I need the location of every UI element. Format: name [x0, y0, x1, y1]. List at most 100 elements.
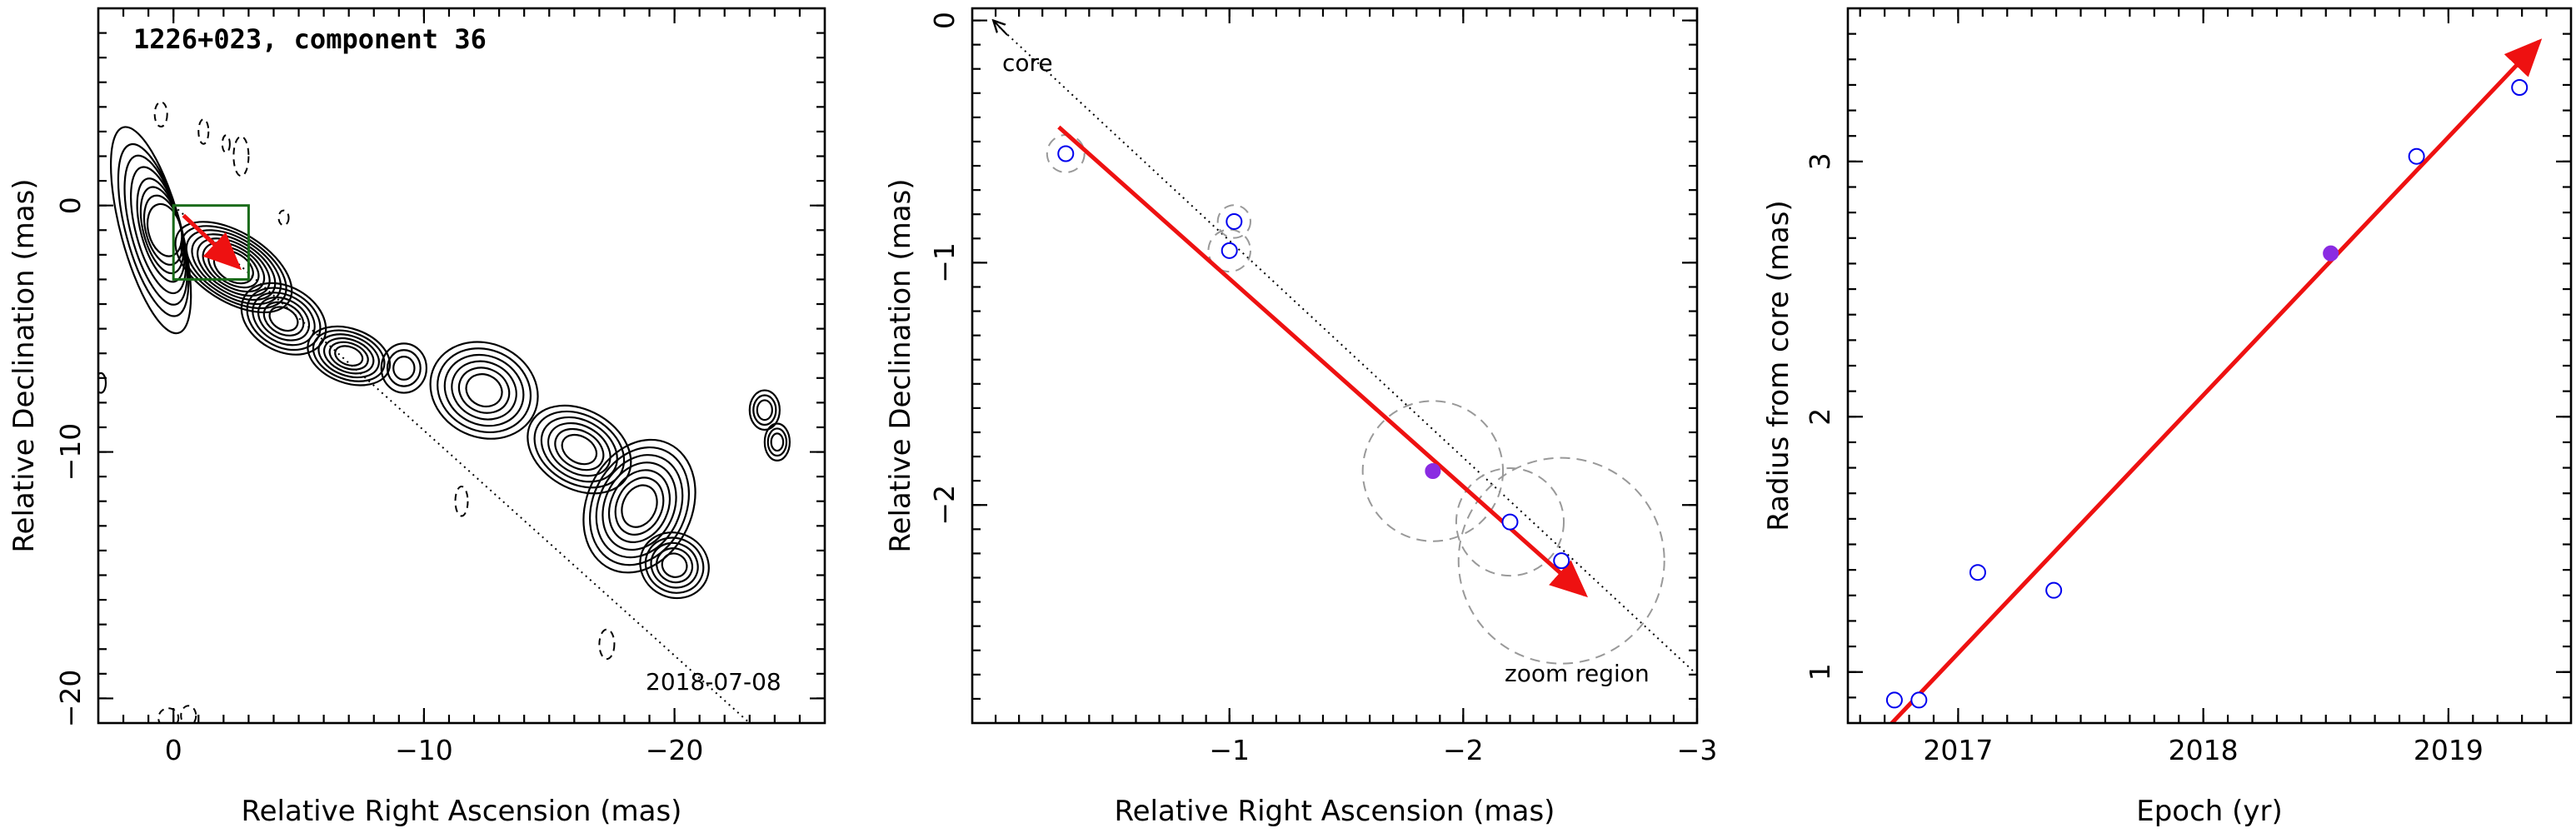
negative-contour [221, 134, 231, 154]
jet-knot-contour [257, 296, 311, 342]
negative-contour [598, 628, 616, 661]
y-axis-label-2: Relative Declination (mas) [884, 178, 917, 552]
jet-knot-contour [582, 438, 696, 574]
radius-data-point [1885, 691, 1903, 709]
core-annotation: core [1002, 49, 1053, 77]
zoom-region-annotation: zoom region [1505, 660, 1650, 687]
radius-data-point [1969, 564, 1986, 581]
jet-knot-contour [540, 416, 618, 483]
radius-data-point [2045, 581, 2063, 599]
jet-knot-contour [621, 484, 658, 528]
jet-contours [98, 101, 791, 723]
isolated-contour [748, 389, 781, 431]
x-tick-label: 2019 [2414, 734, 2484, 766]
x-tick-label: −2 [1443, 734, 1484, 766]
jet-knot-contour [380, 342, 428, 394]
edge-contour [98, 372, 107, 394]
jet-knot-contour [246, 287, 322, 352]
y-tick-label: −2 [928, 485, 961, 526]
inner-jet-contour [202, 242, 266, 293]
jet-knot-contour [317, 333, 380, 379]
linear-fit-arrow [1889, 38, 2543, 723]
jet-knot-contour [588, 446, 691, 566]
jet-knot-contour [644, 536, 705, 594]
core-direction-line [172, 204, 751, 723]
epoch-position-point [1221, 242, 1238, 259]
jet-knot-contour [307, 325, 392, 387]
uncertainty-circle [1457, 456, 1665, 665]
jet-knot-contour [527, 404, 632, 495]
x-tick-label: −20 [646, 734, 704, 766]
negative-contour [157, 707, 180, 723]
jet-knot-contour [451, 360, 517, 421]
x-axis-label-3: Epoch (yr) [2136, 795, 2283, 828]
uncertainty-circle [1455, 467, 1565, 577]
map-title: 1226+023, component 36 [133, 23, 487, 55]
y-tick-label: 2 [1804, 408, 1836, 426]
motion-vector-arrow [1057, 125, 1589, 598]
core-direction-line [993, 21, 1697, 676]
jet-knot-contour [457, 367, 511, 414]
x-tick-label: −3 [1677, 734, 1718, 766]
jet-knot-contour [328, 341, 369, 371]
current-epoch-point [1425, 463, 1441, 480]
uncertainty-circle [1207, 228, 1251, 273]
jet-knot-contour [650, 541, 699, 589]
x-axis-label-2: Relative Right Ascension (mas) [1115, 795, 1555, 828]
negative-contour [197, 118, 210, 145]
x-tick-label: 2018 [2169, 734, 2239, 766]
y-tick-label: −10 [54, 423, 87, 481]
y-tick-label: 0 [928, 12, 961, 29]
epoch-date-label: 2018-07-08 [646, 668, 781, 696]
y-axis-label-1: Relative Declination (mas) [7, 178, 41, 552]
negative-contour [232, 135, 250, 177]
isolated-contour [770, 432, 785, 452]
jet-knot-contour [547, 421, 612, 477]
jet-knot-contour [262, 301, 305, 337]
negative-contour [153, 101, 168, 128]
y-tick-label: 3 [1804, 152, 1836, 170]
y-tick-label: 1 [1804, 663, 1836, 681]
jet-knot-contour [392, 356, 416, 381]
x-tick-label: 0 [165, 734, 182, 766]
radius-epoch-panel: 2017 2018 2019 1 2 3 Epoch (yr) Radius from c… [1762, 7, 2573, 828]
radius-panel-frame [1846, 7, 2573, 725]
epoch-position-point [1553, 552, 1570, 570]
jet-knot-contour [386, 349, 422, 387]
x-axis-label-1: Relative Right Ascension (mas) [242, 795, 682, 828]
jet-knot-contour [639, 531, 710, 600]
isolated-contour [766, 427, 788, 457]
jet-knot-contour [661, 552, 688, 578]
jet-knot-contour [595, 454, 684, 559]
y-axis-label-3: Radius from core (mas) [1762, 200, 1795, 531]
negative-contour [180, 705, 197, 723]
radius-data-point [2408, 147, 2425, 165]
x-tick-label: 2017 [1923, 734, 1993, 766]
contour-map-frame [97, 7, 826, 725]
jet-knot-contour [437, 347, 532, 434]
isolated-contour [752, 394, 777, 426]
motion-vector-arrow [182, 213, 242, 271]
jet-knot-contour [602, 461, 677, 551]
jet-knot-contour [240, 282, 327, 356]
radius-data-point [1910, 691, 1928, 709]
inner-jet-contour [185, 229, 282, 306]
jet-knot-contour [656, 547, 694, 584]
x-tick-label: −1 [1209, 734, 1250, 766]
y-tick-label: 0 [54, 197, 87, 214]
jet-knot-contour [429, 341, 539, 440]
jet-knot-contour [443, 353, 525, 427]
isolated-contour [763, 422, 791, 462]
jet-knot-contour [323, 337, 375, 375]
core-contour [146, 202, 183, 257]
jet-knot-contour [607, 469, 671, 543]
zoom-region-box [172, 204, 250, 281]
zoom-region-panel: −1 −2 −3 0 −1 −2 core zoom region Relative Ri… [884, 7, 1718, 828]
epoch-position-point [1057, 145, 1075, 162]
epoch-position-point [1226, 212, 1243, 230]
contour-map-panel: 0 −10 −20 0 −10 −20 1226+023, component 36 20… [7, 7, 826, 828]
inner-jet-contour [191, 233, 277, 302]
zoom-panel-frame [971, 7, 1699, 725]
uncertainty-circle [1361, 400, 1505, 542]
inner-jet-contour [174, 221, 293, 314]
